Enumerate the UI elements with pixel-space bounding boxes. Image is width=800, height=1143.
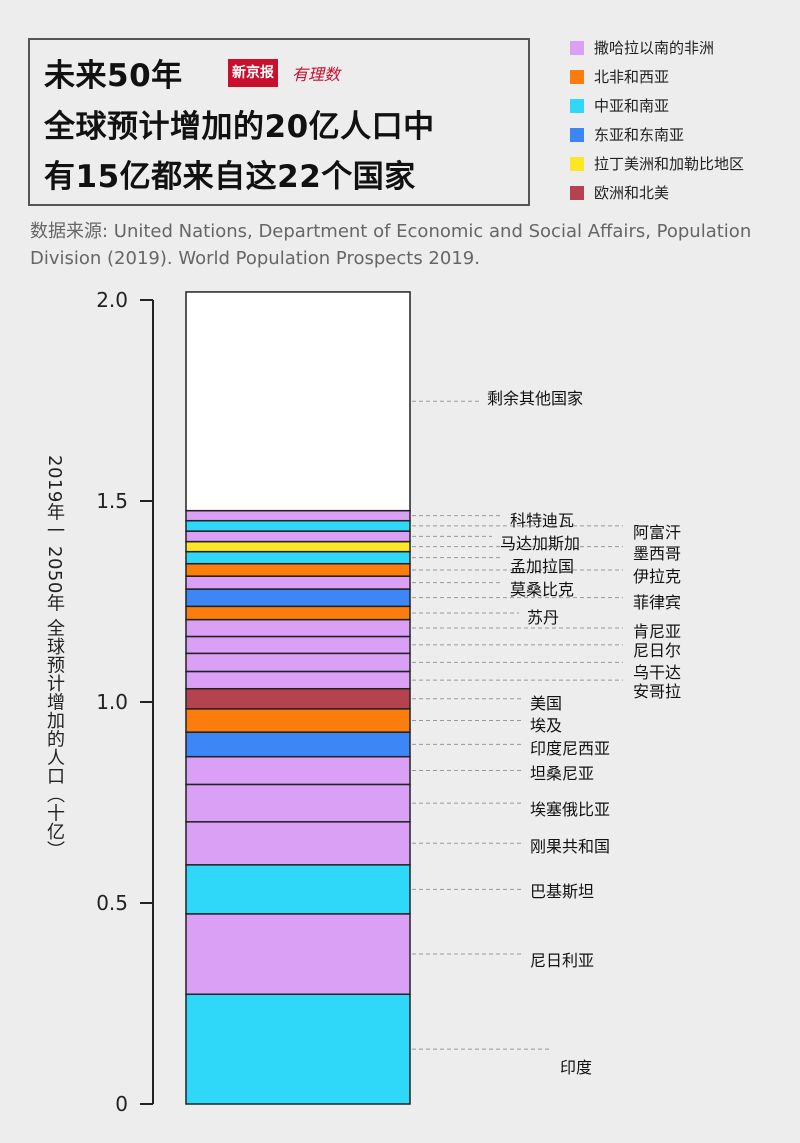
source-note: 数据来源: United Nations, Department of Econ…: [30, 221, 752, 269]
bar-segment: [185, 530, 411, 543]
legend-label: 中亚和南亚: [594, 97, 670, 115]
bar-segment: [185, 605, 411, 621]
segment-label: 尼日利亚: [530, 951, 594, 970]
segment-label: 埃及: [530, 716, 562, 735]
legend-label: 拉丁美洲和加勒比地区: [594, 155, 745, 173]
bar-segment: [185, 588, 411, 608]
bar-segment: [185, 913, 411, 996]
y-axis-label: 2019年一 2050年 全球预计增加的人口（十亿）: [44, 455, 65, 860]
legend-swatch: [570, 41, 584, 55]
bar-segment: [185, 562, 411, 577]
segment-label: 菲律宾: [633, 593, 681, 612]
segment-label: 埃塞俄比亚: [530, 800, 610, 819]
segment-label: 科特迪瓦: [510, 511, 574, 530]
bar-segment: [185, 755, 411, 786]
y-tick-label: 1.5: [96, 489, 128, 513]
segment-label: 孟加拉国: [510, 557, 574, 576]
bar-segment: [185, 509, 411, 522]
y-tick-label: 0: [115, 1092, 128, 1116]
bar-segment: [185, 864, 411, 915]
segment-label: 印度尼西亚: [530, 739, 610, 758]
segment-label: 安哥拉: [633, 682, 681, 701]
legend-label: 东亚和东南亚: [594, 126, 685, 144]
bar-segment: [185, 993, 411, 1105]
legend-label: 北非和西亚: [594, 68, 670, 86]
bar-segment: [185, 550, 411, 565]
bar-segment: [185, 708, 411, 733]
legend-label: 欧洲和北美: [594, 184, 670, 202]
segment-label: 刚果共和国: [530, 837, 610, 856]
title-line-2: 全球预计增加的20亿人口中: [44, 109, 435, 145]
bar-segments: [185, 291, 411, 1105]
bar-segment: [185, 540, 411, 553]
title-line-3: 有15亿都来自这22个国家: [44, 159, 416, 195]
segment-label: 尼日尔: [633, 641, 681, 660]
y-axis: 0 0.5 1.0 1.5 2.0: [96, 288, 154, 1116]
y-tick-label: 2.0: [96, 288, 128, 312]
bar-segment: [185, 635, 411, 655]
segment-label: 巴基斯坦: [530, 882, 594, 901]
segment-label: 剩余其他国家: [487, 389, 583, 408]
segment-label: 阿富汗: [633, 523, 681, 542]
y-tick-label: 1.0: [96, 690, 128, 714]
bar-segment: [185, 652, 411, 673]
segment-label: 莫桑比克: [510, 580, 574, 599]
bar-segment: [185, 821, 411, 866]
segment-label: 乌干达: [633, 663, 681, 682]
bar-segment: [185, 291, 411, 512]
segment-label: 坦桑尼亚: [530, 764, 594, 783]
legend-swatch: [570, 99, 584, 113]
brand-name: 新京报: [228, 59, 278, 87]
segment-label: 苏丹: [527, 608, 559, 627]
y-tick-label: 0.5: [96, 891, 128, 915]
title-line-1: 未来50年: [44, 58, 183, 94]
legend-swatch: [570, 157, 584, 171]
bar-segment: [185, 687, 411, 710]
legend-swatch: [570, 70, 584, 84]
segment-label: 伊拉克: [633, 567, 681, 586]
brand-column: 有理数: [292, 65, 341, 84]
bar-segment: [185, 575, 411, 590]
bar-segment: [185, 618, 411, 638]
segment-label: 马达加斯加: [500, 534, 580, 553]
bar-segment: [185, 519, 411, 532]
segment-label: 肯尼亚: [633, 622, 681, 641]
legend-swatch: [570, 186, 584, 200]
bar-segment: [185, 670, 411, 690]
legend-swatch: [570, 128, 584, 142]
bar-segment: [185, 783, 411, 823]
segment-label: 印度: [560, 1058, 592, 1077]
segment-label: 墨西哥: [633, 544, 681, 563]
segment-label: 美国: [530, 694, 562, 713]
bar-segment: [185, 731, 411, 758]
legend-label: 撒哈拉以南的非洲: [594, 39, 715, 57]
title-box: 未来50年 新京报 有理数 全球预计增加的20亿人口中 有15亿都来自这22个国…: [28, 38, 530, 206]
